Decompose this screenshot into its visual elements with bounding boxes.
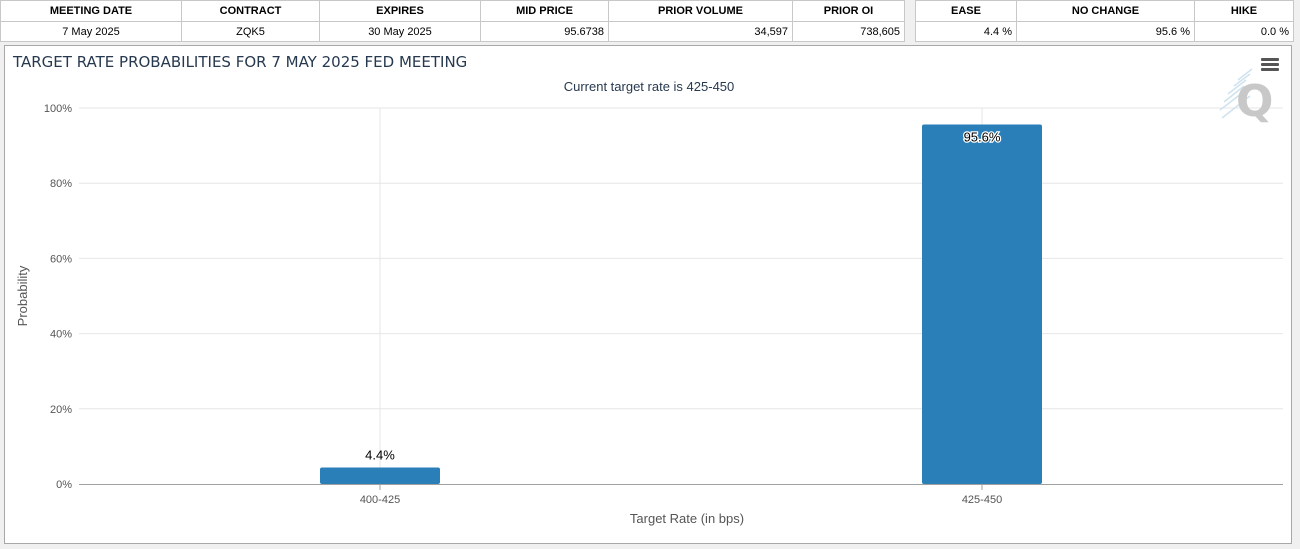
header-meeting-date: MEETING DATE xyxy=(0,0,182,22)
svg-text:Q: Q xyxy=(1236,76,1273,126)
y-tick-label: 20% xyxy=(50,404,72,416)
header-contract: CONTRACT xyxy=(181,0,320,22)
probability-summary-table: EASE NO CHANGE HIKE 4.4 % 95.6 % 0.0 % xyxy=(915,0,1294,42)
contract-info-table: MEETING DATE CONTRACT EXPIRES MID PRICE … xyxy=(0,0,905,42)
bar-400-425 xyxy=(320,467,440,484)
header-hike: HIKE xyxy=(1194,0,1294,22)
q-logo-watermark: Q xyxy=(1219,68,1273,126)
y-tick-label: 100% xyxy=(44,103,72,115)
data-label: 95.6% xyxy=(964,130,1001,145)
probability-chart: Current target rate is 425-450 0% 20% 40% 60… xyxy=(15,79,1283,526)
y-tick-label: 40% xyxy=(50,329,72,341)
chart-panel: Current target rate is 425-450 0% 20% 40% 60… xyxy=(4,45,1292,544)
chart-subtitle: Current target rate is 425-450 xyxy=(564,79,735,94)
value-contract: ZQK5 xyxy=(181,21,320,42)
value-prior-volume: 34,597 xyxy=(608,21,793,42)
bar-425-450 xyxy=(922,124,1042,484)
value-ease: 4.4 % xyxy=(915,21,1017,42)
header-expires: EXPIRES xyxy=(319,0,481,22)
x-tick-label: 400-425 xyxy=(360,494,400,506)
y-axis-title: Probability xyxy=(15,265,30,326)
value-prior-oi: 738,605 xyxy=(792,21,905,42)
header-ease: EASE xyxy=(915,0,1017,22)
value-no-change: 95.6 % xyxy=(1016,21,1195,42)
header-prior-oi: PRIOR OI xyxy=(792,0,905,22)
y-tick-label: 60% xyxy=(50,253,72,265)
header-prior-volume: PRIOR VOLUME xyxy=(608,0,793,22)
hamburger-menu-icon[interactable] xyxy=(1261,58,1279,72)
chart-title: TARGET RATE PROBABILITIES FOR 7 MAY 2025… xyxy=(13,53,468,71)
x-tick-label: 425-450 xyxy=(962,494,1002,506)
y-tick-label: 0% xyxy=(56,479,72,491)
value-expires: 30 May 2025 xyxy=(319,21,481,42)
value-mid-price: 95.6738 xyxy=(480,21,609,42)
value-hike: 0.0 % xyxy=(1194,21,1294,42)
y-tick-label: 80% xyxy=(50,178,72,190)
header-no-change: NO CHANGE xyxy=(1016,0,1195,22)
data-label: 4.4% xyxy=(365,447,395,462)
header-mid-price: MID PRICE xyxy=(480,0,609,22)
value-meeting-date: 7 May 2025 xyxy=(0,21,182,42)
x-axis-title: Target Rate (in bps) xyxy=(630,511,744,526)
